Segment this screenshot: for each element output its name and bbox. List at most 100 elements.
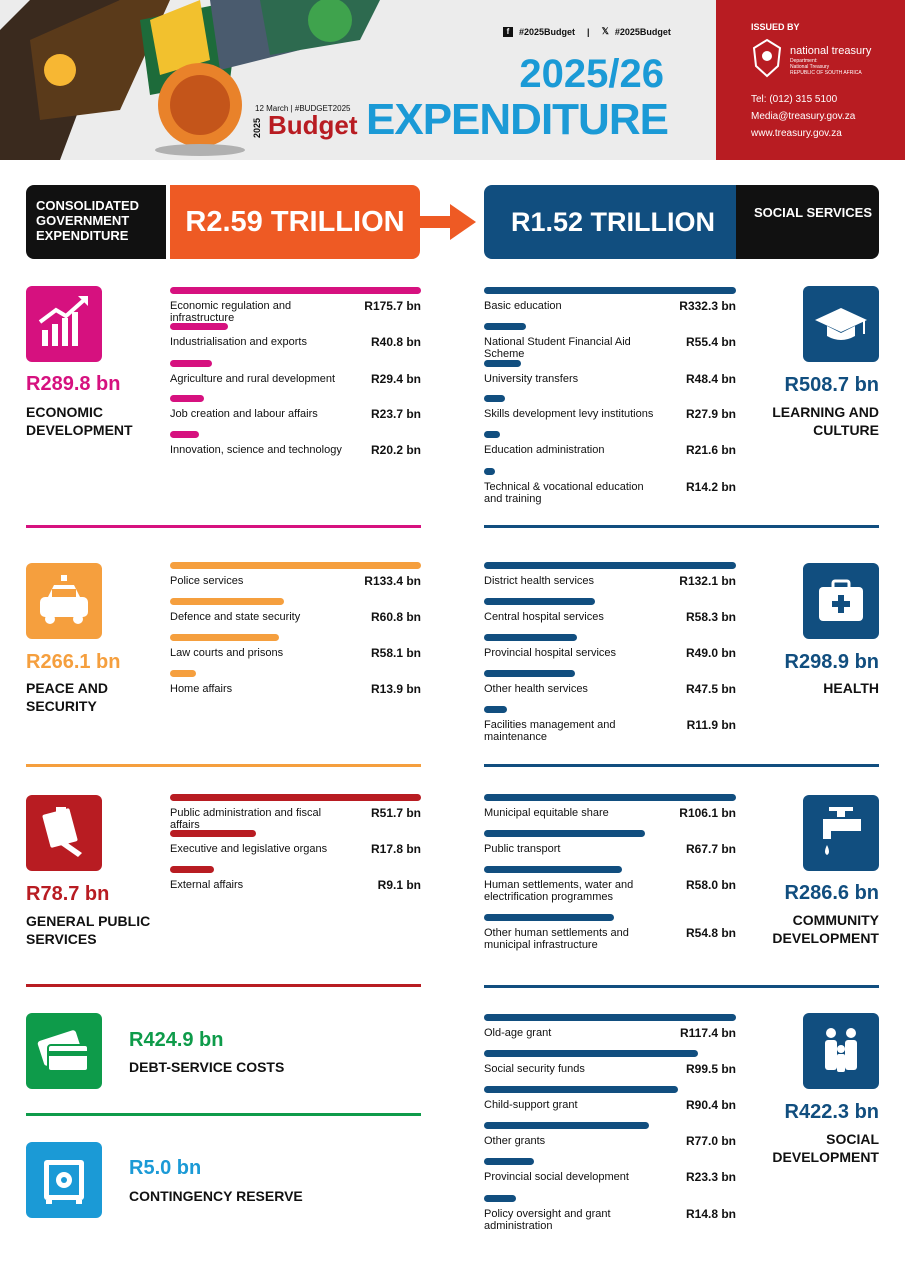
dept-line-2: National Treasury [790,64,830,70]
bar-label-5-3: Other human settlements and municipal in… [484,927,629,951]
bar-3-2 [484,360,521,367]
issued-by-label: ISSUED BY [751,22,800,32]
facebook-icon[interactable]: f [503,26,513,37]
bar-label-2-1: Executive and legislative organs [170,843,328,855]
growth-chart-icon [26,286,102,362]
bar-label-0-4: Innovation, science and technology [170,444,342,456]
bar-label-6-1: Social security funds [484,1063,585,1075]
bar-value-6-2: R90.4 bn [685,1098,736,1112]
general-total: R78.7 bn [26,883,110,905]
bar-value-1-1: R60.8 bn [370,610,421,624]
bar-3-5 [484,468,495,475]
bar-label-1-0: Police services [170,575,244,587]
bar-5-3 [484,914,615,921]
bar-0-3 [170,395,204,402]
bar-value-3-2: R48.4 bn [685,372,736,386]
bar-label-4-2: Provincial hospital services [484,647,617,659]
bar-4-2 [484,634,578,641]
community-total: R286.6 bn [784,882,879,904]
bar-3-1 [484,323,526,330]
budget-date: 12 March [255,104,289,113]
bar-value-3-5: R14.2 bn [685,480,736,494]
bar-label-1-1: Defence and state security [170,611,301,623]
bar-value-4-3: R47.5 bn [685,682,736,696]
debt-title: DEBT-SERVICE COSTS [129,1059,285,1075]
bar-value-5-0: R106.1 bn [679,806,736,820]
x-handle[interactable]: #2025Budget [614,26,671,37]
bar-6-5 [484,1195,516,1202]
health-title: HEALTH [823,680,879,696]
bar-value-2-0: R51.7 bn [370,806,421,820]
social-handles: f #2025Budget | 𝕏 #2025Budget [503,26,671,37]
bar-label-5-1: Public transport [484,843,561,855]
bar-label-2-2: External affairs [170,879,244,891]
peace-title: PEACE AND SECURITY [26,680,108,714]
bar-5-1 [484,830,645,837]
social-total: R422.3 bn [784,1101,879,1123]
peace-total: R266.1 bn [26,651,121,673]
bar-value-0-2: R29.4 bn [370,372,421,386]
first-aid-kit-icon [803,563,879,639]
contact-email[interactable]: Media@treasury.gov.za [751,111,856,122]
bar-label-3-5: Technical & vocational education and tra… [484,481,644,505]
bar-value-6-5: R14.8 bn [685,1207,736,1221]
bar-label-6-2: Child-support grant [484,1099,578,1111]
bar-1-0 [170,562,421,569]
bar-6-0 [484,1014,736,1021]
bar-4-0 [484,562,736,569]
bar-value-4-1: R58.3 bn [685,610,736,624]
divider-health [484,764,879,767]
bar-3-4 [484,431,501,438]
bar-label-0-1: Industrialisation and exports [170,336,307,348]
bar-label-0-0: Economic regulation and infrastructure [170,300,292,324]
facebook-handle[interactable]: #2025Budget [519,26,576,37]
divider-learning [484,525,879,528]
bar-0-4 [170,431,199,438]
bar-value-3-4: R21.6 bn [685,443,736,457]
bar-label-3-0: Basic education [484,300,562,312]
bar-value-0-1: R40.8 bn [370,335,421,349]
bar-value-6-4: R23.3 bn [685,1170,736,1184]
bar-label-0-3: Job creation and labour affairs [170,408,318,420]
bar-label-6-0: Old-age grant [484,1027,552,1039]
learning-title: LEARNING AND CULTURE [772,404,879,438]
bar-3-3 [484,395,506,402]
learning-total: R508.7 bn [784,374,879,396]
brand-logo-text: Budget [268,110,358,140]
bar-label-1-2: Law courts and prisons [170,647,284,659]
police-car-icon [26,563,102,639]
contact-website[interactable]: www.treasury.gov.za [751,128,842,139]
bar-4-4 [484,706,507,713]
bar-value-6-0: R117.4 bn [679,1026,736,1040]
bar-4-3 [484,670,575,677]
budget-hashtag: #BUDGET2025 [294,104,351,113]
bar-4-1 [484,598,596,605]
contact-phone[interactable]: Tel: (012) 315 5100 [751,94,838,105]
arrow-right-icon [420,204,476,240]
bar-3-0 [484,287,736,294]
bar-1-3 [170,670,197,677]
bar-value-0-4: R20.2 bn [370,443,421,457]
bar-6-3 [484,1122,650,1129]
economic-title: ECONOMIC DEVELOPMENT [26,404,133,438]
consolidated-label: CONSOLIDATED GOVERNMENT EXPENDITURE [26,185,166,259]
credit-card-icon [26,1013,102,1089]
bar-value-0-0: R175.7 bn [364,299,421,313]
divider-community [484,985,879,988]
bar-label-4-3: Other health services [484,683,588,695]
social-services-label: SOCIAL SERVICES [736,185,879,259]
banner-collage-image [0,0,380,160]
x-icon[interactable]: 𝕏 [601,26,609,36]
bar-label-6-4: Provincial social development [484,1171,629,1183]
divider-debt [26,1113,421,1116]
bar-0-0 [170,287,421,294]
bar-value-4-2: R49.0 bn [685,646,736,660]
social-title: SOCIAL DEVELOPMENT [772,1131,879,1165]
contingency-total: R5.0 bn [129,1157,202,1179]
safe-icon [26,1142,102,1218]
bar-2-1 [170,830,257,837]
general-title: GENERAL PUBLIC SERVICES [26,913,151,947]
issued-by-panel: ISSUED BY national treasury Department: … [716,0,905,160]
bar-label-4-1: Central hospital services [484,611,604,623]
bar-label-6-5: Policy oversight and grant administratio… [484,1208,611,1232]
